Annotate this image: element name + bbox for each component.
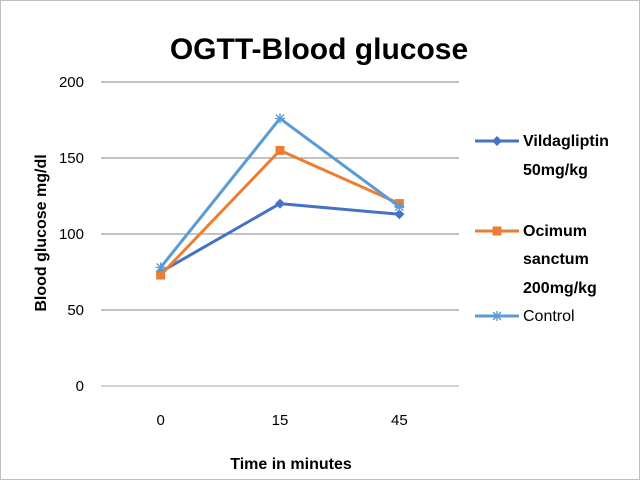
legend-label: 50mg/kg [523, 162, 588, 179]
legend-item: Vildagliptin 50mg/kg [475, 133, 609, 179]
legend-label: Vildagliptin [523, 133, 609, 150]
x-axis-title: Time in minutes [230, 456, 352, 473]
y-tick-label: 150 [59, 150, 84, 167]
legend-label: Control [523, 308, 575, 325]
y-tick-label: 0 [76, 378, 84, 395]
series-group [155, 113, 405, 280]
data-point [155, 262, 166, 273]
x-tick-label: 15 [272, 412, 289, 429]
legend-item: Control [475, 308, 575, 325]
legend-marker [492, 311, 502, 321]
legend-marker [492, 226, 502, 236]
series-line [159, 148, 400, 277]
x-tick-label: 45 [391, 412, 408, 429]
series-3 [155, 113, 405, 273]
chart-title: OGTT-Blood glucose [170, 33, 468, 66]
x-tick-label: 0 [156, 412, 164, 429]
legend: Vildagliptin 50mg/kg Ocimum sanctum 200mg/kg… [475, 133, 609, 325]
data-point [275, 113, 285, 124]
legend-label: Ocimum [523, 223, 587, 240]
x-tick-labels: 0 15 45 [156, 412, 407, 429]
y-tick-label: 200 [59, 74, 84, 91]
legend-marker [492, 136, 502, 146]
data-point [275, 145, 285, 155]
legend-label: sanctum [523, 251, 589, 268]
data-point [394, 209, 405, 220]
y-tick-label: 100 [59, 226, 84, 243]
data-point [275, 198, 285, 209]
legend-label: 200mg/kg [523, 280, 597, 297]
series-1 [155, 198, 405, 277]
legend-item: Ocimum sanctum 200mg/kg [475, 223, 597, 297]
y-axis-title: Blood glucose mg/dl [33, 154, 50, 311]
data-point [394, 201, 405, 212]
series-line [159, 116, 401, 269]
gridlines [101, 81, 459, 387]
data-point [156, 270, 166, 280]
y-tick-labels: 0 50 100 150 200 [59, 74, 84, 395]
y-tick-label: 50 [67, 302, 84, 319]
